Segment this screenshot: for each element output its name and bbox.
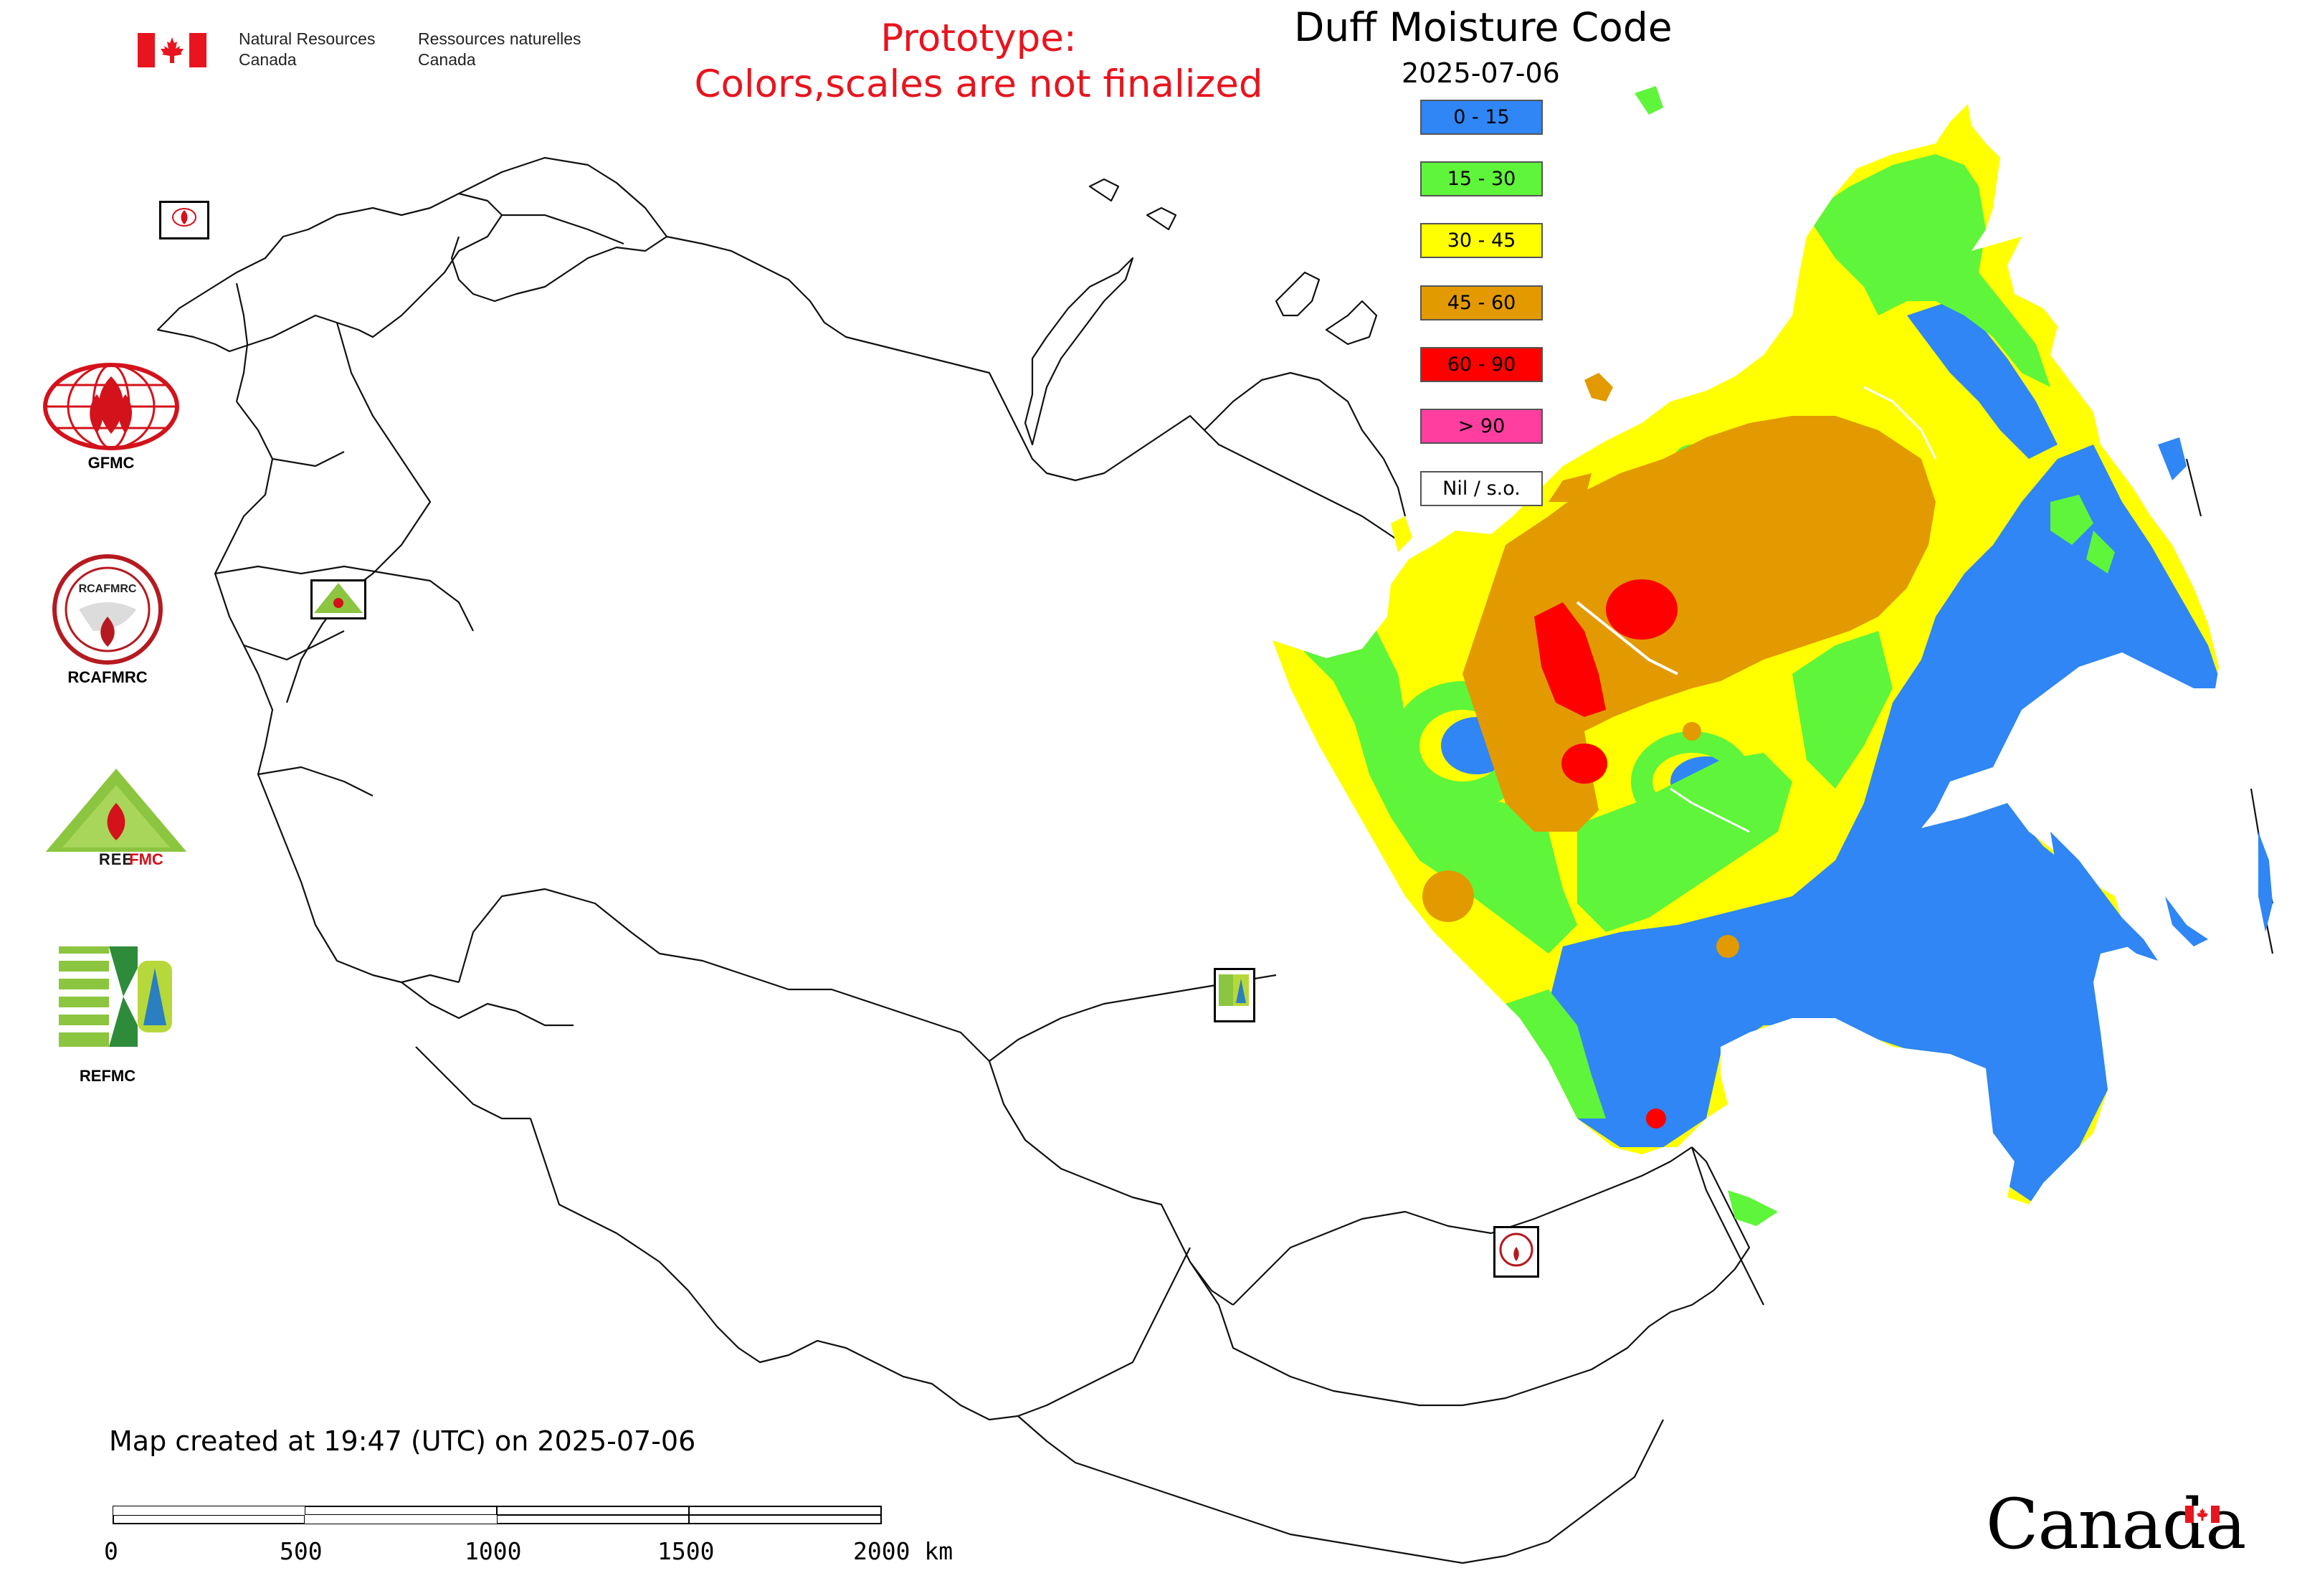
legend-item-label: > 90 bbox=[1457, 415, 1506, 437]
gfmc-label: GFMC bbox=[87, 454, 135, 472]
gfmc-badge bbox=[159, 201, 209, 239]
canada-wordmark-text: Canada bbox=[1986, 1484, 2246, 1564]
legend-item-3: 45 - 60 bbox=[1420, 285, 1543, 320]
canada-wordmark: Canada bbox=[1986, 1484, 2246, 1564]
rcafmrc-logo: RCAFMRC RCAFMRC bbox=[50, 552, 179, 688]
reefmc-badge bbox=[310, 579, 366, 619]
scale-bar bbox=[113, 1506, 882, 1524]
rcafmrc-label: RCAFMRC bbox=[67, 668, 148, 686]
legend-item-label: 30 - 45 bbox=[1447, 229, 1516, 252]
scale-label-1500: 1500 bbox=[657, 1537, 715, 1565]
map-title: Duff Moisture Code bbox=[1294, 4, 1673, 50]
svg-text:REE: REE bbox=[99, 850, 133, 868]
scale-label-1000: 1000 bbox=[465, 1537, 522, 1565]
legend-item-5: > 90 bbox=[1420, 409, 1543, 444]
svg-text:RCAFMRC: RCAFMRC bbox=[79, 583, 137, 595]
legend-item-4: 60 - 90 bbox=[1420, 347, 1543, 382]
rcafmrc-badge bbox=[1493, 1226, 1539, 1278]
legend-item-label: Nil / s.o. bbox=[1442, 478, 1521, 500]
legend-item-label: 0 - 15 bbox=[1453, 106, 1510, 128]
legend-item-label: 45 - 60 bbox=[1447, 292, 1516, 314]
refmc-logo: REFMC bbox=[59, 946, 195, 1090]
svg-text:FMC: FMC bbox=[129, 850, 163, 868]
canada-wordmark-flag-icon bbox=[2185, 1506, 2220, 1523]
scale-label-2000km: 2000 km bbox=[853, 1537, 953, 1565]
legend-item-0: 0 - 15 bbox=[1420, 100, 1543, 135]
legend-item-6: Nil / s.o. bbox=[1420, 471, 1543, 506]
scale-label-500: 500 bbox=[280, 1537, 323, 1565]
department-name-fr: Ressources naturelles Canada bbox=[418, 29, 581, 69]
legend-item-1: 15 - 30 bbox=[1420, 161, 1543, 196]
map-date: 2025-07-06 bbox=[1402, 57, 1560, 89]
refmc-label: REFMC bbox=[79, 1067, 136, 1085]
gfmc-logo: GFMC bbox=[39, 362, 183, 472]
refmc-badge bbox=[1214, 968, 1255, 1022]
legend-item-label: 15 - 30 bbox=[1447, 168, 1516, 190]
canada-flag-icon bbox=[138, 33, 206, 67]
legend-item-label: 60 - 90 bbox=[1447, 353, 1516, 376]
department-name-en: Natural Resources Canada bbox=[239, 29, 376, 69]
legend-item-2: 30 - 45 bbox=[1420, 223, 1543, 258]
prototype-notice: Prototype: Colors,scales are not finaliz… bbox=[694, 16, 1263, 106]
scale-label-0: 0 bbox=[104, 1537, 118, 1565]
map-created-text: Map created at 19:47 (UTC) on 2025-07-06 bbox=[109, 1425, 696, 1457]
